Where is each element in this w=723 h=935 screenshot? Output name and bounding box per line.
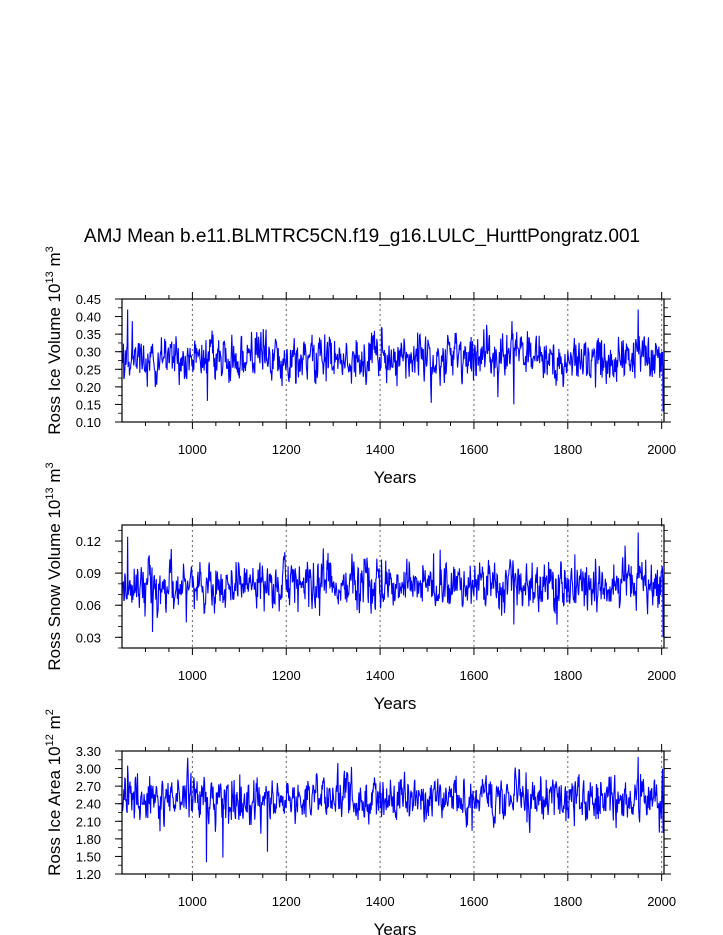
panel-2-ylabel: Ross Snow Volume 1013 m3	[44, 462, 64, 670]
panel-3-ytick-label: 1.80	[76, 832, 101, 847]
panel-3-ytick-label: 2.70	[76, 779, 101, 794]
panel-2-xtick-label: 1400	[366, 668, 395, 683]
panel-2-ytick-label: 0.12	[76, 534, 101, 549]
panel-3-xtick-label: 1200	[272, 894, 301, 909]
panel-1-xtick-label: 2000	[647, 442, 676, 457]
panel-3-xtick-label: 1400	[366, 894, 395, 909]
panel-1-xtick-label: 1800	[553, 442, 582, 457]
panel-3-ytick-label: 2.10	[76, 814, 101, 829]
panel-1-ytick-label: 0.10	[76, 415, 101, 430]
panel-3-xtick-label: 1000	[178, 894, 207, 909]
panel-2-xtick-label: 1800	[553, 668, 582, 683]
panel-2-xtick-label: 2000	[647, 668, 676, 683]
panel-3-ytick-label: 2.40	[76, 797, 101, 812]
panel-1-ytick-label: 0.35	[76, 327, 101, 342]
panel-1-xtick-label: 1400	[366, 442, 395, 457]
panel-3-xlabel: Years	[374, 920, 417, 935]
panel-2-ytick-label: 0.09	[76, 566, 101, 581]
figure-title: AMJ Mean b.e11.BLMTRC5CN.f19_g16.LULC_Hu…	[84, 226, 640, 247]
panel-2-series-line	[121, 532, 665, 638]
panel-1-ytick-label: 0.25	[76, 362, 101, 377]
panel-3-xtick-label: 1800	[553, 894, 582, 909]
panel-2-ytick-label: 0.03	[76, 630, 101, 645]
panel-2-frame	[121, 524, 665, 649]
panel-1-xtick-label: 1200	[272, 442, 301, 457]
panel-1-ytick-label: 0.30	[76, 345, 101, 360]
panel-3-ytick-label: 3.30	[76, 744, 101, 759]
panel-1-xtick-label: 1000	[178, 442, 207, 457]
panel-3-xtick-label: 2000	[647, 894, 676, 909]
panel-1-series-line	[121, 309, 665, 412]
panel-1-ylabel: Ross Ice Volume 1013 m3	[44, 246, 64, 434]
panel-1-xlabel: Years	[374, 468, 417, 487]
panel-1-ytick-label: 0.45	[76, 292, 101, 307]
panel-2-ytick-label: 0.06	[76, 598, 101, 613]
panel-1-ytick-label: 0.15	[76, 397, 101, 412]
panel-3-ytick-label: 1.20	[76, 867, 101, 882]
panel-1-ytick-label: 0.20	[76, 380, 101, 395]
panel-3-xtick-label: 1600	[459, 894, 488, 909]
panel-2-xtick-label: 1000	[178, 668, 207, 683]
panel-1-xtick-label: 1600	[459, 442, 488, 457]
panel-1-ytick-label: 0.40	[76, 310, 101, 325]
panel-2-xlabel: Years	[374, 694, 417, 713]
panel-3-series-line	[121, 756, 665, 863]
panel-3-ylabel: Ross Ice Area 1012 m2	[44, 709, 64, 876]
panel-2-xtick-label: 1200	[272, 668, 301, 683]
panel-2-xtick-label: 1600	[459, 668, 488, 683]
panel-3-ytick-label: 3.00	[76, 762, 101, 777]
panel-3-ytick-label: 1.50	[76, 849, 101, 864]
